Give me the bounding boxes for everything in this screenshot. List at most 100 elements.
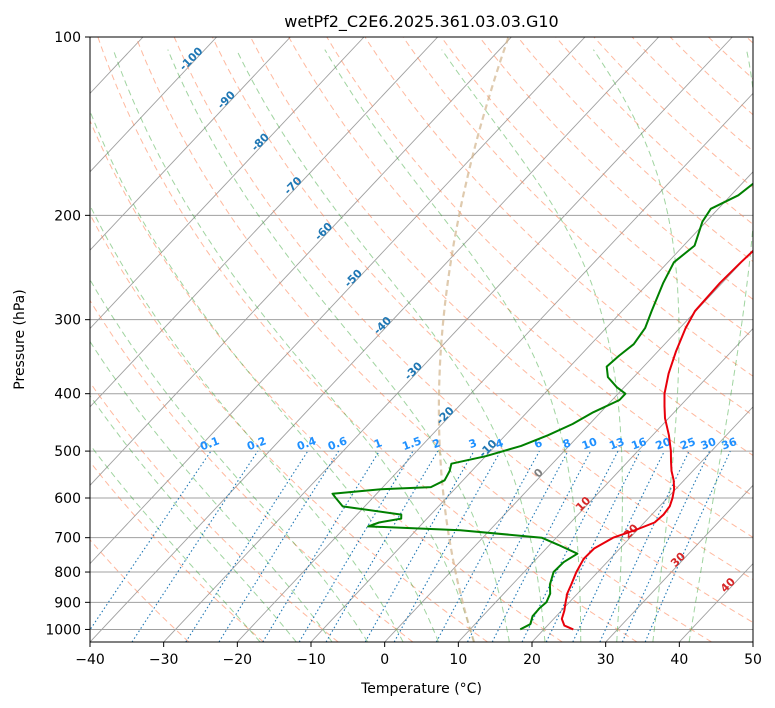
mixing-ratio-line (364, 450, 475, 642)
y-axis-title: Pressure (hPa) (12, 289, 28, 389)
isotherm-line (457, 327, 753, 642)
x-tick-label: 20 (523, 652, 541, 668)
x-tick-label: −30 (149, 652, 179, 668)
dry-adiabat (364, 37, 753, 417)
plot-area: 0.1 0.2 0.4 0.6 1 1.5 2 3 4 6 8 10 13 16 20 25 30 36-100-… (0, 37, 753, 642)
y-tick-label: 1000 (45, 622, 81, 638)
moist-adiabat (235, 49, 546, 642)
mixing-ratio-line (325, 450, 439, 642)
dry-adiabat (211, 37, 753, 581)
mixing-ratio-line (599, 450, 690, 642)
isotherm-line (90, 37, 660, 642)
mixing-ratio-label: 2 (431, 436, 443, 451)
mixing-ratio-label: 13 (607, 435, 626, 452)
moist-adiabat (441, 49, 623, 642)
isotherm-line (384, 249, 753, 642)
dry-adiabat (90, 381, 339, 642)
mixing-ratio-label: 1 (372, 436, 384, 451)
mixing-ratio-label: 20 (654, 435, 673, 453)
mixing-ratio-line (435, 450, 540, 642)
dry-adiabat (173, 37, 753, 624)
isotherm-line (90, 37, 586, 565)
dewpoint-profile (331, 182, 753, 631)
moist-adiabat (592, 49, 680, 642)
dry-adiabat (90, 119, 563, 642)
mixing-ratio-line (393, 450, 502, 642)
y-tick-label: 200 (54, 208, 81, 224)
mixing-ratio-label: 25 (678, 435, 697, 452)
mixing-ratio-label: 0.6 (326, 434, 349, 453)
isotherm-line (163, 37, 733, 642)
y-tick-label: 600 (54, 491, 81, 507)
plot-background (90, 37, 753, 642)
y-tick-label: 500 (54, 444, 81, 460)
mixing-ratio-line (572, 450, 665, 642)
isotherm-line (0, 37, 69, 642)
isotherm-line (90, 37, 291, 251)
x-tick-label: 40 (670, 652, 688, 668)
isotherm-line (90, 37, 439, 408)
moist-adiabat (90, 394, 297, 642)
dry-adiabat (517, 37, 753, 263)
isotherm-line (310, 171, 753, 642)
mixing-ratio-line (621, 450, 711, 642)
mixing-ratio-label: 30 (699, 435, 718, 453)
x-tick-label: 30 (597, 652, 615, 668)
mixing-ratio-label: 8 (561, 436, 573, 451)
x-tick-label: −40 (75, 652, 105, 668)
dry-adiabat (90, 460, 264, 642)
mixing-ratio-line (218, 450, 340, 642)
mixing-ratio-label: 10 (580, 435, 599, 453)
isotherm-line (90, 37, 512, 486)
mixing-ratio-label: 6 (532, 436, 544, 451)
temperature-profile (560, 249, 753, 631)
y-tick-label: 800 (54, 565, 81, 581)
mixing-ratio-label: 16 (630, 435, 649, 453)
moist-adiabat (90, 204, 404, 642)
moist-adiabat (167, 49, 510, 642)
y-tick-label: 700 (54, 531, 81, 547)
mixing-ratio-label: 36 (720, 435, 739, 453)
moist-adiabat (90, 340, 333, 642)
y-tick-label: 400 (54, 387, 81, 403)
boundary-curve (437, 37, 510, 642)
mixing-ratio-line (298, 450, 414, 642)
dry-adiabat (250, 37, 753, 538)
mixing-ratio-label: 0.2 (245, 434, 268, 453)
dry-adiabat (555, 37, 753, 225)
y-tick-label: 100 (54, 30, 81, 46)
isotherm-line (90, 37, 218, 173)
dry-adiabat (288, 37, 753, 497)
x-tick-label: 10 (449, 652, 467, 668)
isotherm-line (90, 37, 365, 330)
dry-adiabat (326, 37, 753, 456)
mixing-ratio-line (644, 450, 731, 642)
dry-adiabat (97, 37, 638, 642)
mixing-ratio-label: 0.4 (295, 434, 318, 453)
mixing-ratio-line (545, 450, 641, 642)
mixing-ratio-line (185, 450, 309, 642)
moist-adiabat (688, 49, 753, 642)
isotherm-line (752, 641, 753, 642)
x-tick-label: −20 (223, 652, 253, 668)
dry-adiabat (135, 37, 712, 642)
x-tick-label: −10 (296, 652, 326, 668)
dry-adiabat (90, 539, 190, 642)
isotherm-line (605, 484, 753, 642)
axes: −40 −30 −20 −10 0 10 20 30 40 5010020030040050060… (45, 30, 762, 668)
mixing-ratio-label: 0.1 (198, 434, 221, 453)
plot-frame (89, 36, 754, 643)
y-tick-label: 900 (54, 595, 81, 611)
chart-title: wetPf2_C2E6.2025.361.03.03.G10 (284, 12, 558, 32)
y-tick-label: 300 (54, 313, 81, 329)
mixing-ratio-label: 1.5 (400, 434, 423, 453)
x-axis-title: Temperature (°C) (360, 681, 482, 697)
mixing-ratio-line (262, 450, 380, 642)
mixing-ratio-label: 3 (467, 436, 479, 451)
isotherm-line (236, 92, 753, 642)
x-tick-label: 0 (380, 652, 389, 668)
moist-adiabat (90, 109, 439, 642)
dry-adiabat (402, 37, 753, 377)
x-tick-label: 50 (744, 652, 762, 668)
